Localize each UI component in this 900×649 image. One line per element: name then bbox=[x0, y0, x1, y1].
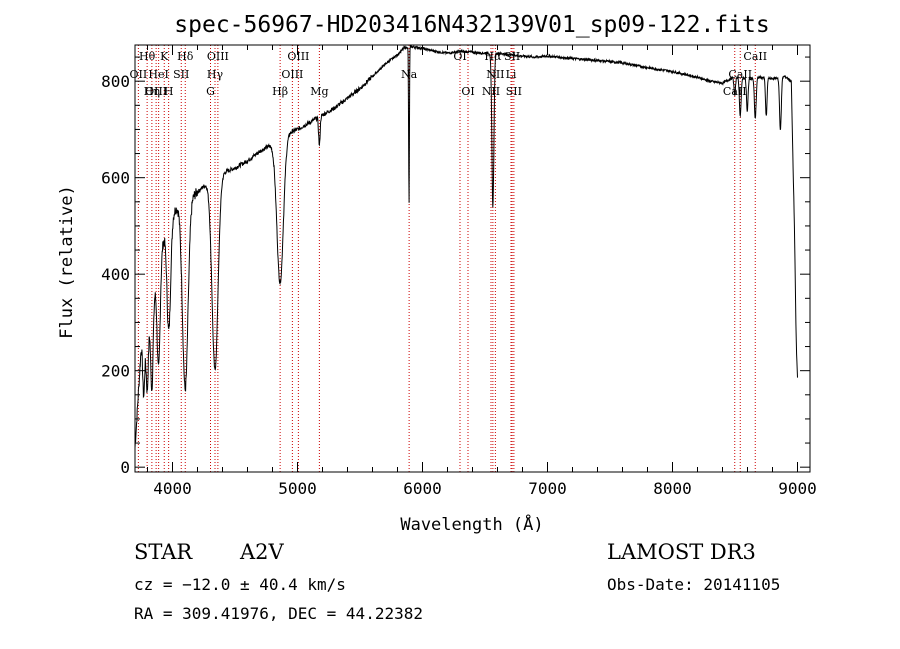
redshift-value: cz = −12.0 ± 40.4 km/s bbox=[134, 575, 346, 594]
x-tick-label: 7000 bbox=[528, 479, 567, 498]
object-class: STAR bbox=[134, 540, 193, 564]
line-marker-label: OII bbox=[130, 68, 148, 81]
x-tick-label: 5000 bbox=[278, 479, 317, 498]
chart-title: spec-56967-HD203416N432139V01_sp09-122.f… bbox=[174, 12, 769, 38]
line-marker-label: Hη bbox=[144, 85, 160, 98]
y-axis: 0 200 400 600 800 bbox=[101, 56, 810, 477]
line-marker-label: OIII bbox=[145, 85, 167, 98]
line-marker-label: G bbox=[206, 85, 215, 98]
line-marker-label: OIII bbox=[281, 68, 303, 81]
line-marker-label: HeI bbox=[148, 68, 168, 81]
x-tick-label: 4000 bbox=[153, 479, 192, 498]
x-axis-label: Wavelength (Å) bbox=[400, 513, 543, 535]
line-marker-label: SII bbox=[504, 50, 520, 63]
x-tick-label: 9000 bbox=[778, 479, 817, 498]
y-tick-label: 400 bbox=[101, 265, 130, 284]
line-marker-label: Mg bbox=[310, 85, 328, 98]
spectrum-line bbox=[134, 44, 798, 449]
y-tick-label: 800 bbox=[101, 72, 130, 91]
line-marker-label: OIII bbox=[207, 50, 229, 63]
x-axis: 4000 5000 6000 7000 8000 9000 bbox=[147, 45, 817, 498]
spectral-subclass: A2V bbox=[240, 540, 284, 564]
line-marker-label: SII bbox=[173, 68, 189, 81]
y-tick-label: 600 bbox=[101, 169, 130, 188]
coordinates: RA = 309.41976, DEC = 44.22382 bbox=[134, 604, 423, 623]
line-marker-label: H bbox=[164, 85, 174, 98]
y-tick-label: 200 bbox=[101, 362, 130, 381]
survey-name: LAMOST DR3 bbox=[607, 540, 756, 564]
x-tick-label: 6000 bbox=[403, 479, 442, 498]
line-marker-label: OIII bbox=[287, 50, 309, 63]
y-axis-label: Flux (relative) bbox=[57, 185, 77, 339]
y-tick-label: 0 bbox=[120, 458, 130, 477]
line-marker-label: SII bbox=[506, 85, 522, 98]
line-marker-label: CaII bbox=[728, 68, 752, 81]
line-marker-label: Hθ bbox=[139, 50, 156, 63]
line-marker-label: K bbox=[160, 50, 169, 63]
spectral-line-markers bbox=[137, 45, 756, 472]
line-marker-label: CaII bbox=[743, 50, 767, 63]
observation-date: Obs-Date: 20141105 bbox=[607, 575, 781, 594]
line-marker-label: OI bbox=[461, 85, 474, 98]
line-marker-label: Li bbox=[506, 68, 517, 81]
line-marker-label: Hγ bbox=[207, 68, 224, 81]
line-marker-label: Hβ bbox=[272, 85, 288, 98]
plot-frame bbox=[134, 44, 811, 473]
line-marker-label: Hδ bbox=[177, 50, 194, 63]
x-tick-label: 8000 bbox=[653, 479, 692, 498]
